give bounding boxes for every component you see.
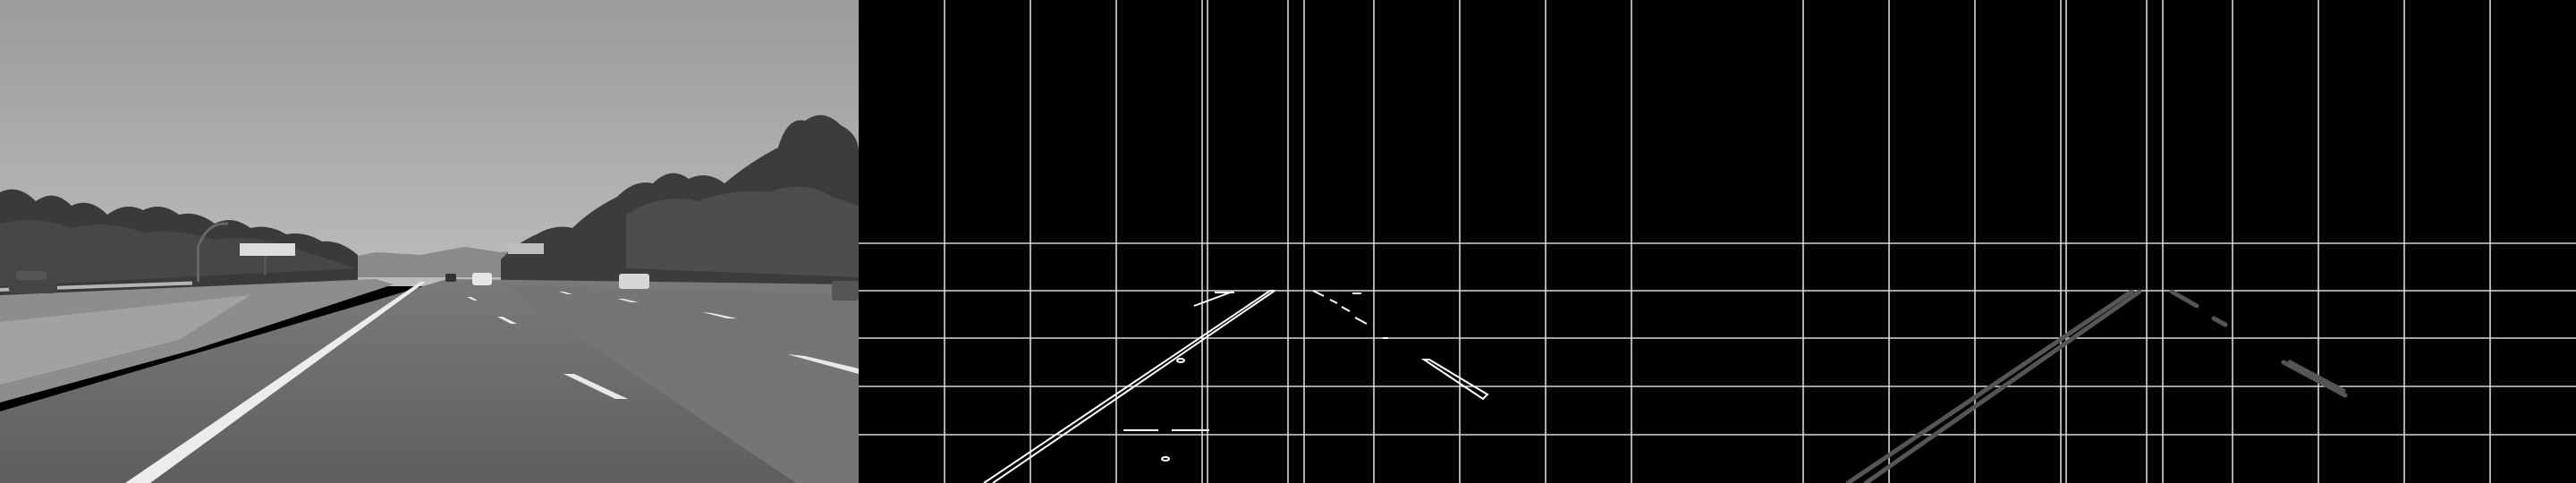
center-dashes xyxy=(467,297,628,399)
lane-lines-image xyxy=(1717,0,2576,483)
left-edge-line xyxy=(125,282,426,483)
lane-segments xyxy=(1845,289,2348,483)
highway-sign xyxy=(240,243,295,256)
right-shoulder xyxy=(501,284,859,483)
cars xyxy=(9,271,859,301)
lines-grid xyxy=(1717,0,2576,483)
grayscale-road-photo xyxy=(0,0,859,483)
distant-sign xyxy=(508,243,544,254)
canny-edge-map xyxy=(859,0,1717,483)
edge-contours xyxy=(983,290,1489,483)
edge-grid xyxy=(859,0,1717,483)
right-trees-highlight xyxy=(626,186,859,277)
road-scene xyxy=(0,0,859,483)
edge-map-image xyxy=(859,0,1717,483)
dry-grass xyxy=(0,279,394,402)
right-dashes xyxy=(559,292,859,374)
hough-lane-lines xyxy=(1717,0,2576,483)
left-trees-highlight xyxy=(0,220,358,286)
